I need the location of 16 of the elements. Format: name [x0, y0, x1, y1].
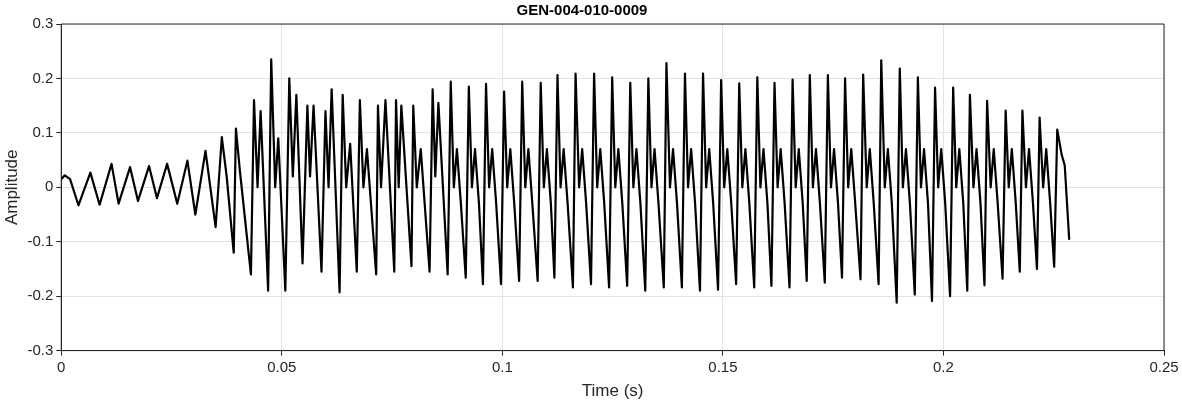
y-tick-label: -0.1: [27, 231, 54, 249]
x-tick-label: 0: [57, 357, 66, 375]
y-tick-label: -0.2: [27, 286, 54, 304]
chart-title: GEN-004-010-0009: [516, 1, 648, 19]
x-axis-title: Time (s): [581, 381, 644, 401]
x-tick-label: 0.05: [267, 357, 297, 375]
x-tick-label: 0.2: [933, 357, 954, 375]
x-tick-label: 0.15: [708, 357, 738, 375]
y-tick-label: 0.2: [32, 68, 54, 86]
y-tick-label: 0: [44, 177, 54, 195]
x-tick-label: 0.25: [1149, 357, 1179, 375]
x-tick-label: 0.1: [491, 357, 513, 375]
y-tick-label: 0.1: [32, 123, 54, 141]
y-axis-title: Amplitude: [1, 149, 21, 226]
y-tick-label: -0.3: [27, 340, 54, 358]
y-tick-label: 0.3: [32, 14, 54, 32]
